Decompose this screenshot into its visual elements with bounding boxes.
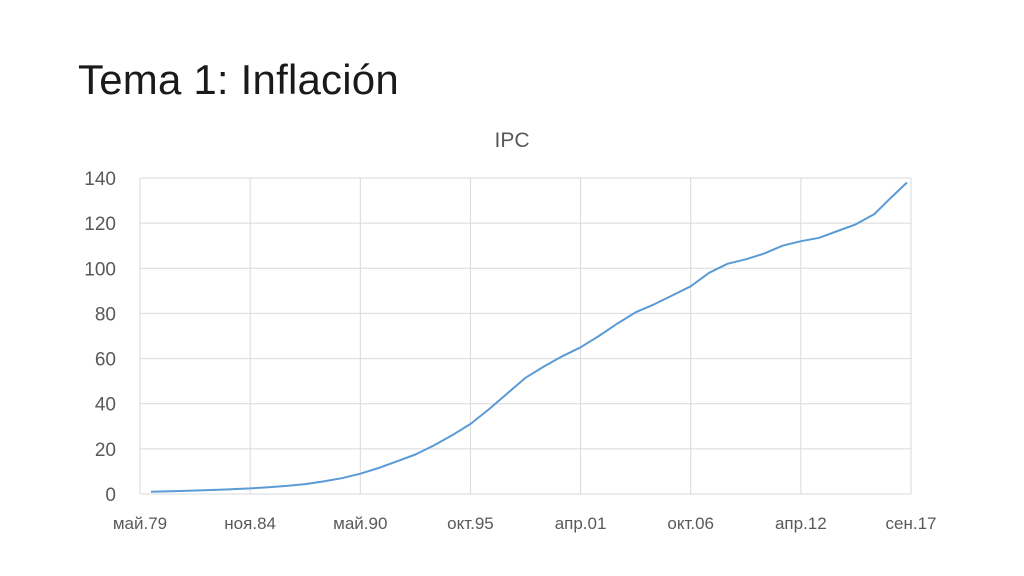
series-line xyxy=(150,181,908,493)
y-tick-label: 0 xyxy=(105,485,116,506)
y-tick-label: 120 xyxy=(84,214,116,235)
y-tick-label: 140 xyxy=(84,169,116,190)
x-tick-label: апр.01 xyxy=(555,514,607,533)
x-tick-label: май.79 xyxy=(113,514,167,533)
y-tick-label: 20 xyxy=(95,440,116,461)
chart-title: IPC xyxy=(494,129,530,152)
x-tick-label: сен.17 xyxy=(886,514,937,533)
x-tick-label: май.90 xyxy=(333,514,387,533)
plot-series xyxy=(150,181,908,493)
x-tick-label: апр.12 xyxy=(775,514,827,533)
grid-lines xyxy=(139,177,912,495)
x-tick-label: ноя.84 xyxy=(224,514,276,533)
y-axis: 0 20 40 60 80 100 120 140 xyxy=(84,169,116,506)
x-tick-label: окт.06 xyxy=(667,514,714,533)
slide-title: Tema 1: Inflación xyxy=(78,56,399,103)
y-tick-label: 100 xyxy=(84,259,116,280)
y-tick-label: 60 xyxy=(95,350,116,371)
x-tick-label: окт.95 xyxy=(447,514,494,533)
y-tick-label: 40 xyxy=(95,395,116,416)
x-axis: май.79 ноя.84 май.90 окт.95 апр.01 окт.06 апр.… xyxy=(113,514,937,533)
y-tick-label: 80 xyxy=(95,304,116,325)
